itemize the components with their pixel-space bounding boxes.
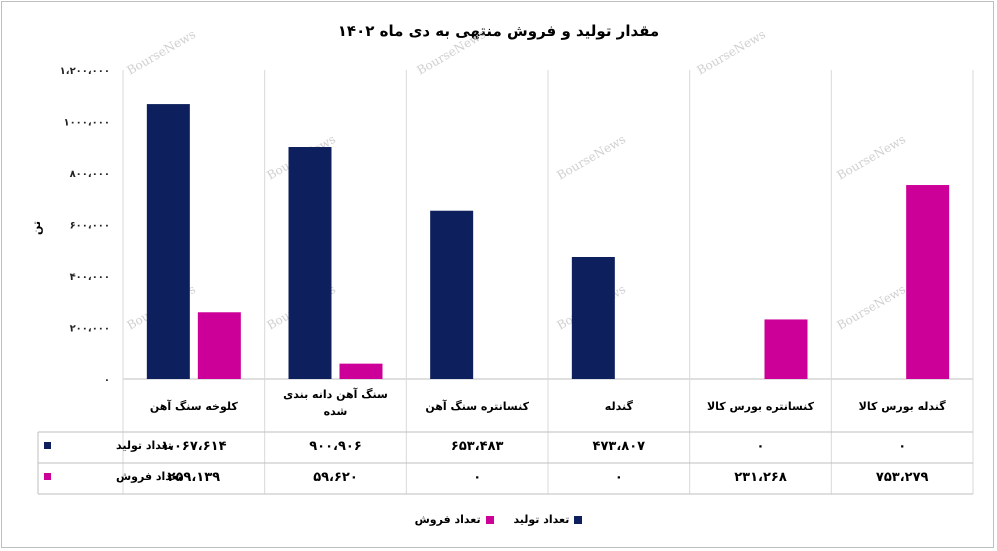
table-row-label: تعداد فروش	[116, 470, 182, 483]
table-row-label: تعداد تولید	[116, 439, 172, 452]
data-table-cell: ۰	[615, 470, 623, 485]
category-label: سنگ آهن دانه بندی	[283, 387, 388, 401]
legend-swatch-sales	[485, 515, 494, 524]
bar-production	[146, 104, 190, 380]
bar-production	[430, 210, 474, 379]
table-legend-swatch	[44, 442, 51, 449]
bar-sales	[906, 185, 950, 379]
legend-item-production: تعداد تولید	[513, 513, 583, 526]
data-table-cell: ۰	[898, 439, 906, 454]
data-table-cell: ۷۵۳،۲۷۹	[876, 470, 929, 485]
y-tick-label: ۰	[104, 375, 110, 386]
data-table-cell: ۲۵۹،۱۳۹	[168, 470, 221, 485]
data-table-cell: ۴۷۳،۸۰۷	[593, 439, 646, 454]
data-table-cell: ۹۰۰،۹۰۶	[309, 439, 362, 454]
category-label: کنسانتره سنگ آهن	[425, 399, 529, 413]
bar-sales	[764, 319, 808, 379]
bar-sales	[339, 363, 383, 379]
category-label: گندله	[605, 400, 634, 413]
legend-item-sales: تعداد فروش	[415, 513, 494, 526]
category-label: کلوخه سنگ آهن	[150, 399, 239, 413]
data-table-cell: ۰	[473, 470, 481, 485]
watermark-text: BourseNews	[555, 132, 629, 183]
y-tick-label: ۲۰۰،۰۰۰	[70, 324, 110, 335]
watermark-text: BourseNews	[695, 27, 769, 78]
y-tick-label: ۸۰۰،۰۰۰	[70, 169, 110, 180]
data-table-cell: ۶۵۳،۴۸۳	[451, 439, 504, 454]
category-label: گندله بورس کالا	[859, 400, 947, 413]
data-table-cell: ۲۳۱،۲۶۸	[734, 470, 787, 485]
data-table-cell: ۰	[757, 439, 765, 454]
y-tick-label: ۶۰۰،۰۰۰	[70, 221, 110, 232]
chart-legend: تعداد تولید تعداد فروش	[0, 513, 997, 527]
category-label: کنسانتره بورس کالا	[707, 400, 815, 413]
legend-label-sales: تعداد فروش	[414, 513, 481, 526]
bar-production	[571, 256, 615, 379]
legend-label-production: تعداد تولید	[513, 513, 570, 526]
y-tick-label: ۴۰۰،۰۰۰	[70, 272, 110, 283]
chart-title: مقدار تولید و فروش منتهی به دی ماه ۱۴۰۲	[337, 22, 660, 40]
bar-sales	[197, 312, 241, 379]
y-axis-label: تن	[30, 221, 43, 235]
watermark-text: BourseNews	[835, 282, 909, 333]
watermark-text: BourseNews	[835, 132, 909, 183]
table-legend-swatch	[44, 473, 51, 480]
bar-production	[288, 147, 332, 379]
y-tick-label: ۱۰۰۰،۰۰۰	[63, 118, 110, 129]
y-tick-label: ۱،۲۰۰،۰۰۰	[60, 66, 110, 77]
category-label: شده	[324, 405, 348, 418]
watermark-text: BourseNews	[415, 27, 489, 78]
data-table-cell: ۱،۰۶۷،۶۱۴	[161, 439, 226, 454]
legend-swatch-production	[574, 515, 583, 524]
watermark-text: BourseNews	[125, 27, 199, 78]
data-table-cell: ۵۹،۶۲۰	[313, 470, 358, 485]
